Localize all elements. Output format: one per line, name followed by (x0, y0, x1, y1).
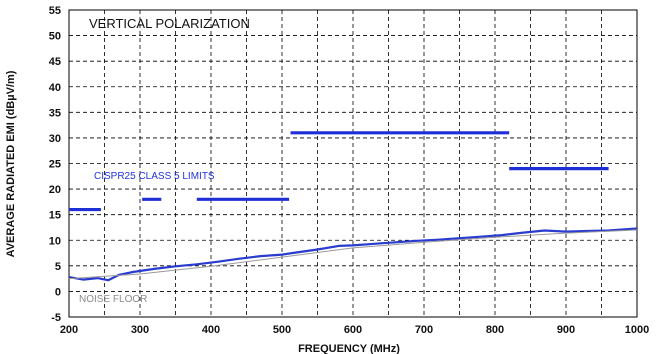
annotation-cispr25-limits: CISPR25 CLASS 5 LIMITS (94, 171, 215, 182)
annotation-noise-floor: NOISE FLOOR (79, 294, 147, 305)
measured-emi-line (68, 227, 638, 282)
y-axis-label: AVERAGE RADIATED EMI (dBµV/m) (5, 70, 17, 257)
x-tick-label: 200 (60, 324, 78, 336)
x-tick-label: 1000 (625, 324, 649, 336)
y-tick-label: -5 (51, 312, 61, 324)
x-tick-label: 600 (344, 324, 362, 336)
y-tick-label: 15 (49, 210, 61, 222)
x-tick-label: 300 (131, 324, 149, 336)
x-tick-label: 700 (415, 324, 433, 336)
y-tick-label: 20 (49, 184, 61, 196)
y-tick-label: 35 (49, 107, 61, 119)
plot-area-frame (68, 9, 638, 318)
y-tick-label: 10 (49, 235, 61, 247)
y-tick-label: 40 (49, 82, 61, 94)
y-tick-label: 5 (55, 261, 61, 273)
x-tick-label: 400 (202, 324, 220, 336)
x-tick-label: 500 (273, 324, 291, 336)
x-tick-label: 800 (486, 324, 504, 336)
noise-floor-line (68, 229, 638, 280)
y-tick-label: 45 (49, 56, 61, 68)
y-tick-label: 0 (55, 286, 61, 298)
y-axis-ticks: -5 0 5 10 15 20 25 30 35 40 45 50 55 (49, 5, 61, 324)
y-tick-label: 25 (49, 159, 61, 171)
grid-lines (69, 10, 637, 317)
x-axis-label: FREQUENCY (MHz) (298, 343, 400, 354)
y-tick-label: 55 (49, 5, 61, 17)
annotation-vertical-polarization: VERTICAL POLARIZATION (89, 16, 250, 31)
x-tick-label: 900 (557, 324, 575, 336)
series-layer (68, 131, 638, 282)
y-tick-label: 30 (49, 133, 61, 145)
y-tick-label: 50 (49, 31, 61, 43)
x-axis-ticks: 200 300 400 500 600 700 800 900 1000 (60, 324, 649, 336)
